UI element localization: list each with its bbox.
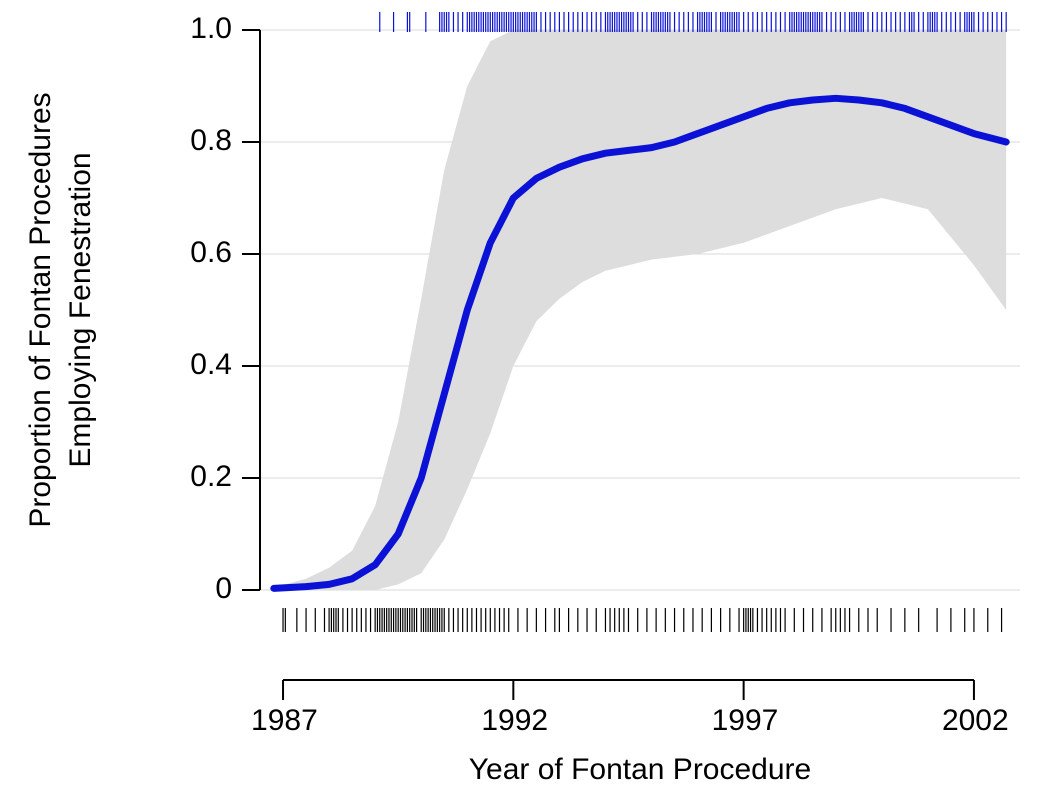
y-tick-label: 0.4 (190, 348, 232, 381)
rug-top (380, 12, 1006, 32)
x-tick-label: 1992 (481, 704, 548, 737)
y-tick-label: 1.0 (190, 12, 232, 45)
y-tick-label: 0 (215, 572, 232, 605)
x-tick-label: 2002 (942, 704, 1009, 737)
x-tick-label: 1987 (251, 704, 318, 737)
chart-svg: 0 0.2 0.4 0.6 0.8 1.0 1987 1992 1997 2002 Year of … (0, 0, 1050, 797)
y-tick-label: 0.8 (190, 124, 232, 157)
y-axis-label-2: Employing Fenestration (64, 152, 97, 467)
y-axis-label-1: Proportion of Fontan Procedures (24, 92, 57, 527)
y-tick-label: 0.6 (190, 236, 232, 269)
y-tick-label: 0.2 (190, 460, 232, 493)
x-tick-label: 1997 (712, 704, 779, 737)
chart-container: 0 0.2 0.4 0.6 0.8 1.0 1987 1992 1997 2002 Year of … (0, 0, 1050, 797)
x-axis-label: Year of Fontan Procedure (469, 753, 811, 786)
